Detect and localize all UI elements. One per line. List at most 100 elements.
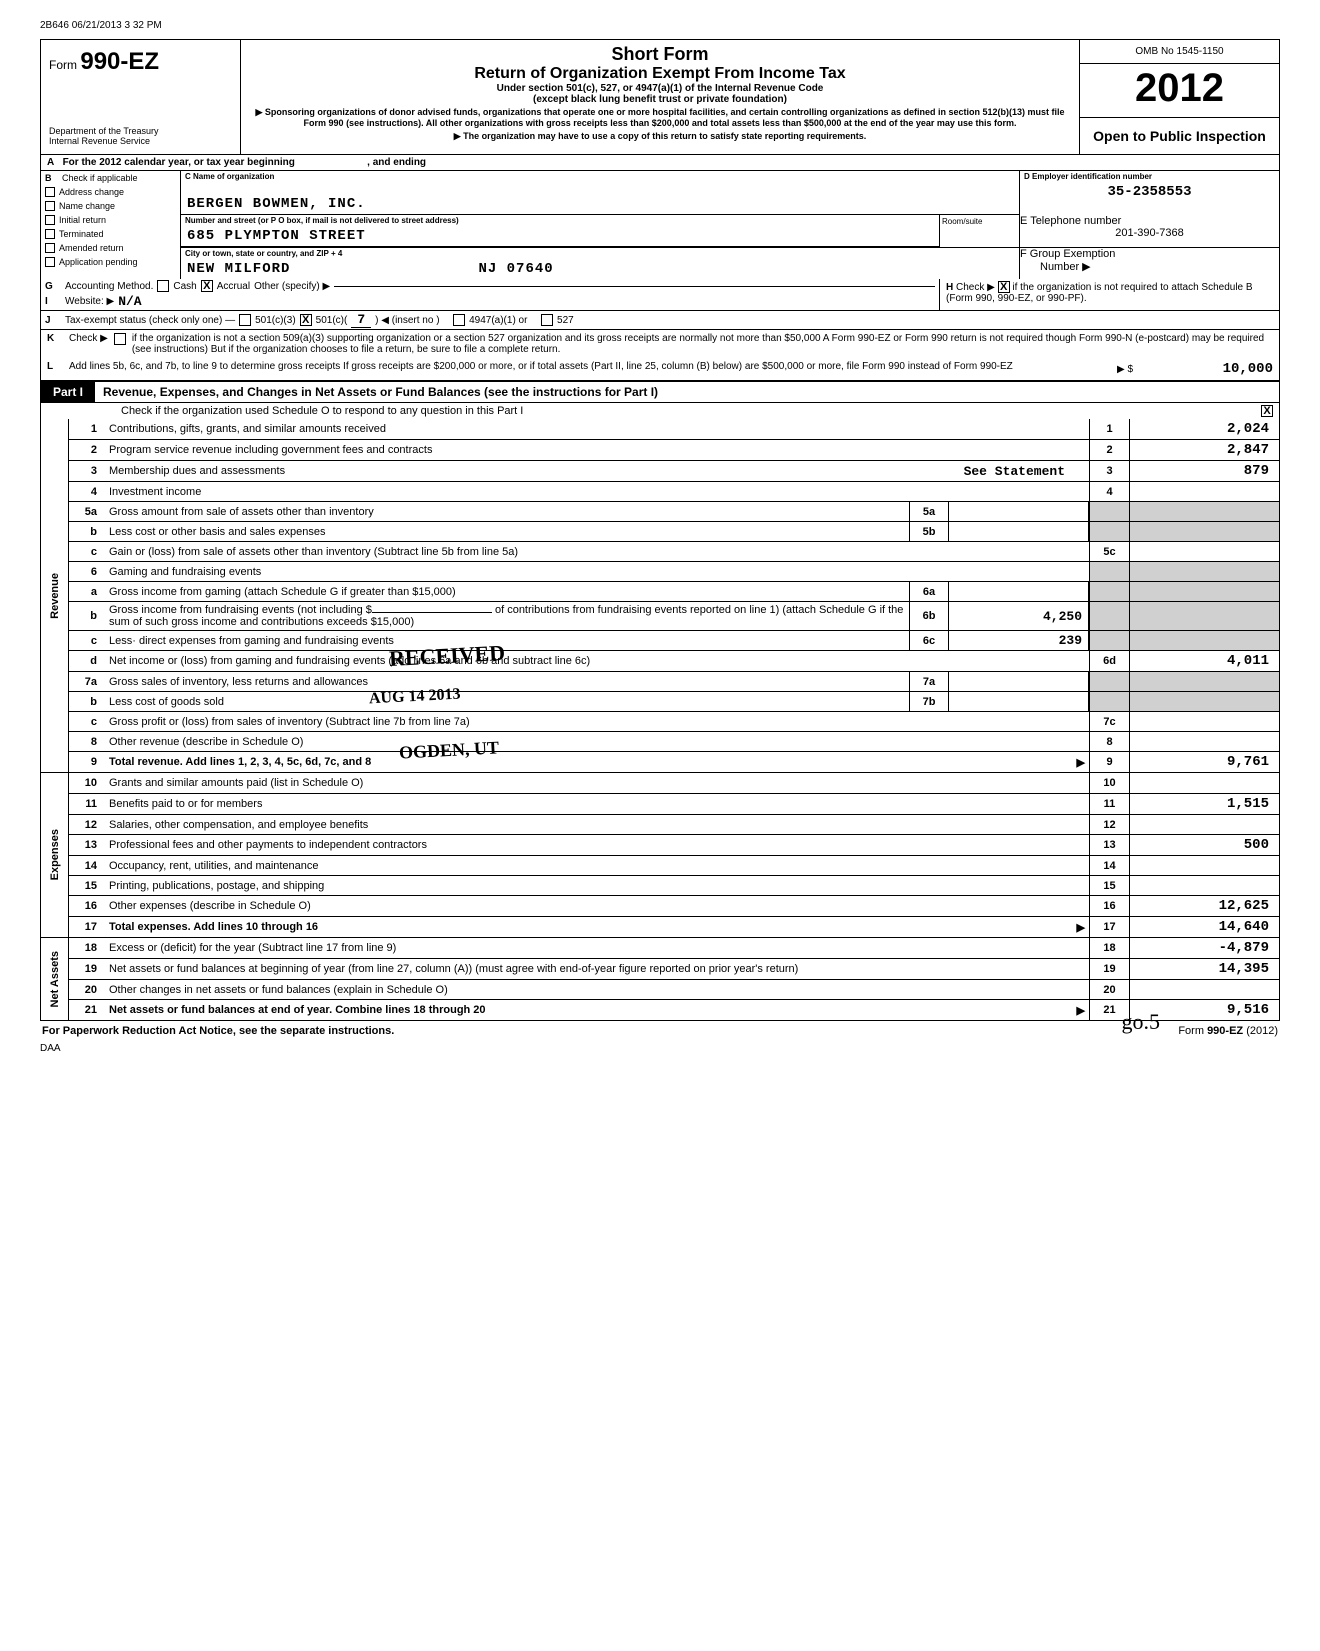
- ln-8-desc: Other revenue (describe in Schedule O): [105, 732, 1089, 751]
- ln-5c-no: c: [69, 542, 105, 561]
- opt-amended: Amended return: [59, 243, 124, 253]
- ln-11-no: 11: [69, 794, 105, 814]
- ln-8-no: 8: [69, 732, 105, 751]
- cb-527[interactable]: [541, 314, 553, 326]
- file-stamp: 2B646 06/21/2013 3 32 PM: [40, 20, 1280, 31]
- ln-7b-no: b: [69, 692, 105, 711]
- ln-10-amt: [1129, 773, 1279, 793]
- side-label-netassets: Net Assets: [49, 951, 61, 1007]
- section-k: K Check ▶ if the organization is not a s…: [40, 330, 1280, 358]
- website-label: Website: ▶: [65, 296, 114, 307]
- ln-9-box: 9: [1089, 752, 1129, 772]
- part-i-subtitle: Check if the organization used Schedule …: [40, 403, 1280, 419]
- opt-501c3: 501(c)(3): [255, 315, 296, 326]
- ln-3-box: 3: [1089, 461, 1129, 481]
- h-check-text: Check ▶: [956, 282, 995, 293]
- ln-18-no: 18: [69, 938, 105, 958]
- ln-12-amt: [1129, 815, 1279, 834]
- ln-4-desc: Investment income: [105, 482, 1089, 501]
- ln-19-amt: 14,395: [1129, 959, 1279, 979]
- l-body-text: Add lines 5b, 6c, and 7b, to line 9 to d…: [69, 361, 1111, 377]
- ln-6-amtshade: [1129, 562, 1279, 581]
- ln-10-box: 10: [1089, 773, 1129, 793]
- cb-cash[interactable]: [157, 280, 169, 292]
- cb-terminated[interactable]: [45, 229, 55, 239]
- ln-17-amt: 14,640: [1129, 917, 1279, 937]
- cb-initial-return[interactable]: [45, 215, 55, 225]
- ln-6-desc: Gaming and fundraising events: [105, 562, 1089, 581]
- opt-4947: 4947(a)(1) or: [469, 315, 527, 326]
- org-state-zip: NJ 07640: [478, 261, 553, 277]
- footer-form: 990-EZ: [1207, 1025, 1243, 1037]
- ln-6a-boxshade: [1089, 582, 1129, 601]
- ln-1-no: 1: [69, 419, 105, 439]
- ln-13-box: 13: [1089, 835, 1129, 855]
- ln-1-amt: 2,024: [1129, 419, 1279, 439]
- k-body-text: if the organization is not a section 509…: [132, 333, 1273, 355]
- label-k: K: [47, 333, 63, 355]
- ln-1-box: 1: [1089, 419, 1129, 439]
- ln-4-no: 4: [69, 482, 105, 501]
- opt-accrual: Accrual: [217, 281, 250, 292]
- ln-6a-midval: [949, 582, 1089, 601]
- cb-accrual[interactable]: X: [201, 280, 213, 292]
- ln-17-box: 17: [1089, 917, 1129, 937]
- ln-10-no: 10: [69, 773, 105, 793]
- accounting-method-label: Accounting Method.: [65, 281, 153, 292]
- cb-501c[interactable]: X: [300, 314, 312, 326]
- opt-name-change: Name change: [59, 201, 115, 211]
- ln-14-amt: [1129, 856, 1279, 875]
- ln-5b-mid: 5b: [909, 522, 949, 541]
- cb-amended[interactable]: [45, 243, 55, 253]
- ln-2-no: 2: [69, 440, 105, 460]
- label-d-ein: D Employer identification number: [1020, 171, 1279, 182]
- side-label-expenses: Expenses: [49, 829, 61, 880]
- cb-schedule-o[interactable]: X: [1261, 405, 1273, 417]
- label-i: I: [45, 296, 61, 307]
- org-address: 685 PLYMPTON STREET: [181, 226, 939, 246]
- ln-6c-mid: 6c: [909, 631, 949, 650]
- cb-pending[interactable]: [45, 257, 55, 267]
- opt-cash: Cash: [173, 281, 196, 292]
- ln-7c-no: c: [69, 712, 105, 731]
- ln-4-amt: [1129, 482, 1279, 501]
- ln-20-no: 20: [69, 980, 105, 999]
- ln-10-desc: Grants and similar amounts paid (list in…: [105, 773, 1089, 793]
- ln-20-amt: [1129, 980, 1279, 999]
- cb-4947[interactable]: [453, 314, 465, 326]
- header-paragraph-2: ▶ The organization may have to use a cop…: [454, 131, 867, 142]
- ln-19-desc: Net assets or fund balances at beginning…: [105, 959, 1089, 979]
- dept-irs: Internal Revenue Service: [49, 136, 232, 146]
- ln-7a-boxshade: [1089, 672, 1129, 691]
- title-return: Return of Organization Exempt From Incom…: [474, 65, 845, 83]
- ln-3-desc: Membership dues and assessmentsSee State…: [105, 461, 1089, 481]
- cb-h[interactable]: X: [998, 281, 1010, 293]
- ln-2-amt: 2,847: [1129, 440, 1279, 460]
- opt-501c-close: ) ◀ (insert no ): [375, 315, 439, 326]
- ln-6b-desc: Gross income from fundraising events (no…: [105, 602, 909, 630]
- ln-20-desc: Other changes in net assets or fund bala…: [105, 980, 1089, 999]
- cb-k[interactable]: [114, 333, 126, 345]
- ln-16-amt: 12,625: [1129, 896, 1279, 916]
- cb-501c3[interactable]: [239, 314, 251, 326]
- ln-5b-midval: [949, 522, 1089, 541]
- ln-19-box: 19: [1089, 959, 1129, 979]
- check-if-applicable: Check if applicable: [62, 173, 138, 183]
- ln-20-box: 20: [1089, 980, 1129, 999]
- section-l: L Add lines 5b, 6c, and 7b, to line 9 to…: [40, 358, 1280, 381]
- handwritten-sig: go.5: [1122, 1009, 1161, 1035]
- cb-name-change[interactable]: [45, 201, 55, 211]
- cb-address-change[interactable]: [45, 187, 55, 197]
- ln-12-desc: Salaries, other compensation, and employ…: [105, 815, 1089, 834]
- ln-7b-mid: 7b: [909, 692, 949, 711]
- label-addr: Number and street (or P O box, if mail i…: [181, 215, 939, 226]
- ln-15-amt: [1129, 876, 1279, 895]
- ln-5b-desc: Less cost or other basis and sales expen…: [105, 522, 909, 541]
- ln-6a-amtshade: [1129, 582, 1279, 601]
- ln-14-desc: Occupancy, rent, utilities, and maintena…: [105, 856, 1089, 875]
- ln-7a-midval: [949, 672, 1089, 691]
- label-j: J: [45, 315, 61, 326]
- label-f-group: F Group Exemption: [1020, 248, 1279, 260]
- ln-5a-no: 5a: [69, 502, 105, 521]
- form-number: Form 990-EZ: [49, 48, 232, 76]
